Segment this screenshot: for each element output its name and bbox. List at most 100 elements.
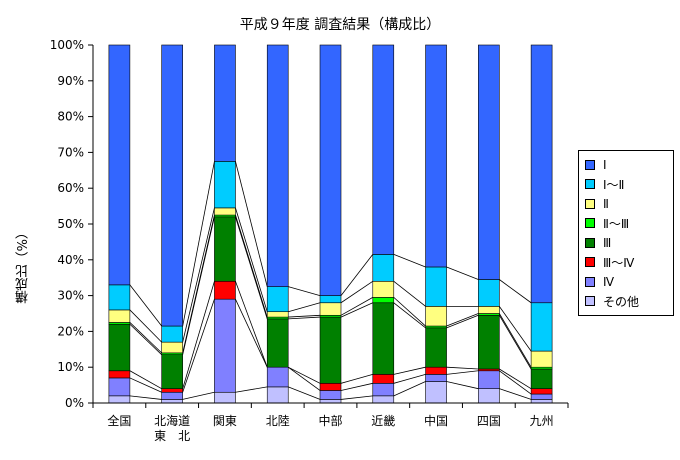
legend-label: Ⅰ	[603, 157, 607, 172]
legend-item: Ⅲ	[585, 233, 673, 253]
connector-line	[340, 280, 374, 304]
connector-line	[393, 373, 426, 384]
legend-swatch	[585, 296, 595, 307]
bar-segment	[425, 44, 447, 268]
connector-line	[288, 286, 321, 296]
connector-line	[235, 299, 268, 368]
y-tick-label: 10%	[57, 360, 84, 374]
legend-swatch	[585, 257, 595, 268]
bar-segment	[425, 266, 447, 307]
x-tick-label: 九州	[530, 414, 554, 428]
bar-segment	[425, 381, 447, 404]
bar-segment	[108, 395, 131, 404]
x-tick-labels: 全国 北海道東 北 関東 北陸 中部 近畿 中国 四国 九州	[92, 403, 569, 443]
bar-segment	[478, 370, 500, 389]
series-connector-lines	[129, 161, 532, 400]
x-tick-label: 全国	[107, 413, 131, 428]
connector-line	[182, 299, 215, 393]
connector-line	[340, 382, 373, 391]
bar-segment	[478, 314, 500, 370]
connector-line	[340, 297, 373, 316]
connector-line	[446, 366, 479, 370]
connector-line	[340, 395, 373, 400]
connector-line	[446, 313, 479, 327]
bar-segment	[530, 399, 553, 404]
legend-swatch	[585, 218, 595, 229]
legend-item: Ⅰ	[585, 155, 673, 175]
connector-line	[340, 302, 373, 318]
y-tick-labels: 0% 10% 20% 30% 40% 50% 60% 70% 80% 90% 100%	[50, 38, 93, 410]
x-tick-label: 四国	[477, 414, 501, 428]
connector-line	[235, 214, 268, 318]
bar-segment	[108, 309, 131, 323]
connector-line	[498, 315, 532, 370]
legend: Ⅰ Ⅰ～Ⅱ Ⅱ Ⅱ～Ⅲ Ⅲ Ⅲ～Ⅳ Ⅳ その他	[578, 150, 674, 316]
bar-segment	[478, 44, 500, 280]
bar-segment	[161, 391, 183, 400]
x-tick-label: 中国	[424, 413, 448, 428]
bar-segment	[319, 295, 342, 304]
connector-line	[446, 314, 479, 329]
y-tick-label: 60%	[57, 181, 84, 195]
connector-line	[340, 373, 373, 384]
legend-label: Ⅲ～Ⅳ	[603, 255, 635, 270]
x-tick-label: 近畿	[371, 414, 395, 428]
y-tick-label: 40%	[57, 253, 84, 267]
connector-line	[129, 377, 162, 393]
bar-segment	[266, 286, 289, 313]
bar-segment	[530, 350, 553, 368]
connector-line	[446, 370, 479, 375]
bar-segment	[214, 207, 236, 216]
connector-line	[182, 281, 215, 389]
connector-line	[182, 207, 215, 343]
legend-item: Ⅰ～Ⅱ	[585, 175, 673, 195]
connector-line	[129, 309, 162, 343]
legend-swatch	[585, 276, 595, 287]
bar-segment	[478, 388, 500, 404]
connector-line	[287, 366, 321, 391]
connector-line	[393, 280, 426, 307]
legend-label: Ⅳ	[603, 274, 615, 289]
bar-segment	[530, 302, 553, 352]
bar-segment	[530, 368, 553, 389]
legend-item: Ⅱ～Ⅲ	[585, 214, 673, 234]
connector-line	[129, 370, 162, 390]
bar-segment	[214, 391, 236, 404]
connector-line	[340, 254, 374, 296]
connector-line	[129, 284, 162, 327]
legend-item: Ⅳ	[585, 272, 673, 292]
connector-line	[235, 281, 268, 368]
y-tick-label: 30%	[57, 289, 84, 303]
bar-segments	[108, 44, 553, 404]
connector-line	[288, 314, 321, 318]
connector-line	[393, 302, 426, 329]
x-tick-label: 中部	[318, 413, 342, 428]
bar-segment	[319, 44, 342, 296]
legend-label: その他	[603, 294, 640, 309]
y-tick-label: 100%	[50, 38, 84, 52]
connector-line	[129, 322, 162, 354]
connector-line	[288, 316, 321, 320]
connector-line	[182, 391, 215, 400]
connector-line	[393, 297, 426, 327]
connector-line	[393, 381, 426, 397]
bar-segment	[478, 306, 500, 314]
connector-line	[182, 216, 215, 355]
connector-line	[182, 161, 215, 327]
legend-swatch	[585, 159, 595, 170]
bar-segment	[161, 388, 183, 393]
connector-line	[446, 381, 479, 390]
bar-segment	[266, 44, 289, 287]
y-tick-label: 50%	[57, 217, 84, 231]
legend-swatch	[585, 237, 595, 248]
bar-segment	[108, 284, 131, 311]
connector-line	[235, 161, 268, 287]
bar-segment	[161, 399, 183, 404]
bar-segment	[214, 280, 236, 300]
bar-segment	[372, 254, 395, 282]
bar-segment	[214, 44, 236, 162]
bar-segment	[530, 388, 553, 395]
legend-label: Ⅱ～Ⅲ	[603, 216, 630, 231]
y-tick-label: 70%	[57, 145, 84, 159]
